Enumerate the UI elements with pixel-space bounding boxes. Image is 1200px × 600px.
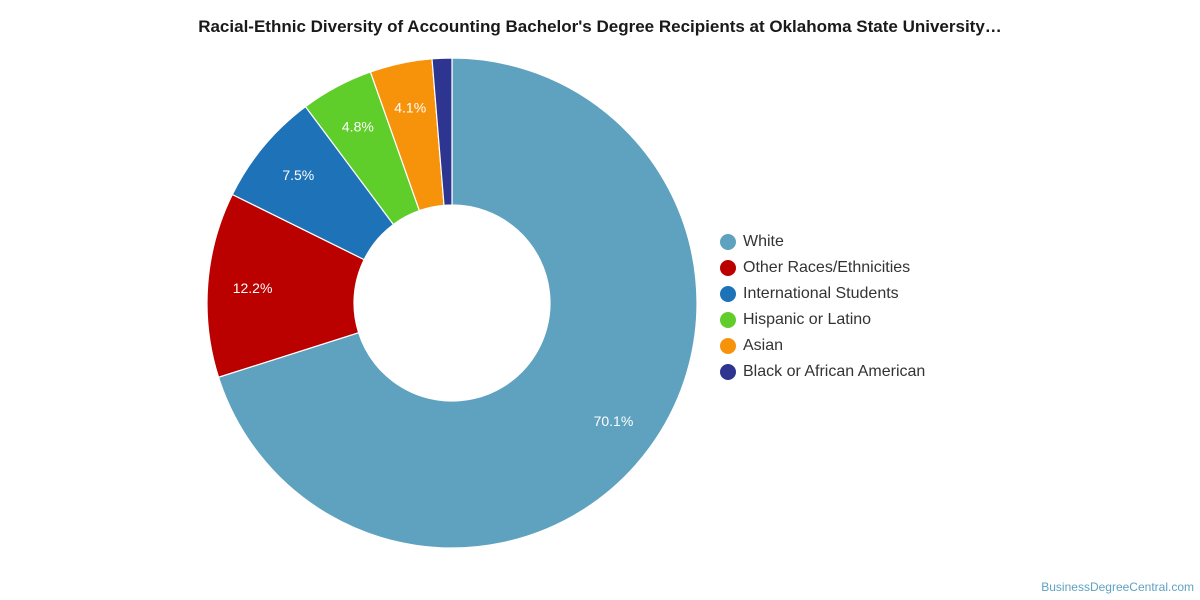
slice-label-asian: 4.1% xyxy=(394,99,426,115)
legend-swatch-white xyxy=(720,234,736,250)
legend-swatch-asian xyxy=(720,338,736,354)
slice-label-international: 7.5% xyxy=(282,167,314,183)
legend-item-international[interactable]: International Students xyxy=(720,281,925,307)
legend-label-white: White xyxy=(743,233,784,250)
legend-swatch-other-races xyxy=(720,260,736,276)
legend-swatch-hispanic xyxy=(720,312,736,328)
slice-label-other-races: 12.2% xyxy=(233,280,273,296)
legend-label-asian: Asian xyxy=(743,337,784,354)
watermark[interactable]: BusinessDegreeCentral.com xyxy=(1041,580,1194,594)
legend-label-other-races: Other Races/Ethnicities xyxy=(743,259,911,276)
slice-white[interactable] xyxy=(217,57,698,549)
slice-other-races[interactable] xyxy=(206,193,365,378)
legend-item-asian[interactable]: Asian xyxy=(720,333,925,359)
slice-black[interactable] xyxy=(431,57,453,206)
legend-label-black: Black or African American xyxy=(743,363,926,380)
slice-label-white: 70.1% xyxy=(594,413,634,429)
legend-swatch-international xyxy=(720,286,736,302)
legend-label-hispanic: Hispanic or Latino xyxy=(743,311,872,328)
legend-swatch-black xyxy=(720,364,736,380)
legend-item-white[interactable]: White xyxy=(720,229,925,255)
slice-label-hispanic: 4.8% xyxy=(342,119,374,135)
legend-item-other-races[interactable]: Other Races/Ethnicities xyxy=(720,255,925,281)
legend-item-black[interactable]: Black or African American xyxy=(720,359,925,385)
legend-label-international: International Students xyxy=(743,285,899,302)
chart-title: Racial-Ethnic Diversity of Accounting Ba… xyxy=(198,17,1002,36)
legend: White Other Races/Ethnicities Internatio… xyxy=(720,229,925,385)
legend-item-hispanic[interactable]: Hispanic or Latino xyxy=(720,307,925,333)
